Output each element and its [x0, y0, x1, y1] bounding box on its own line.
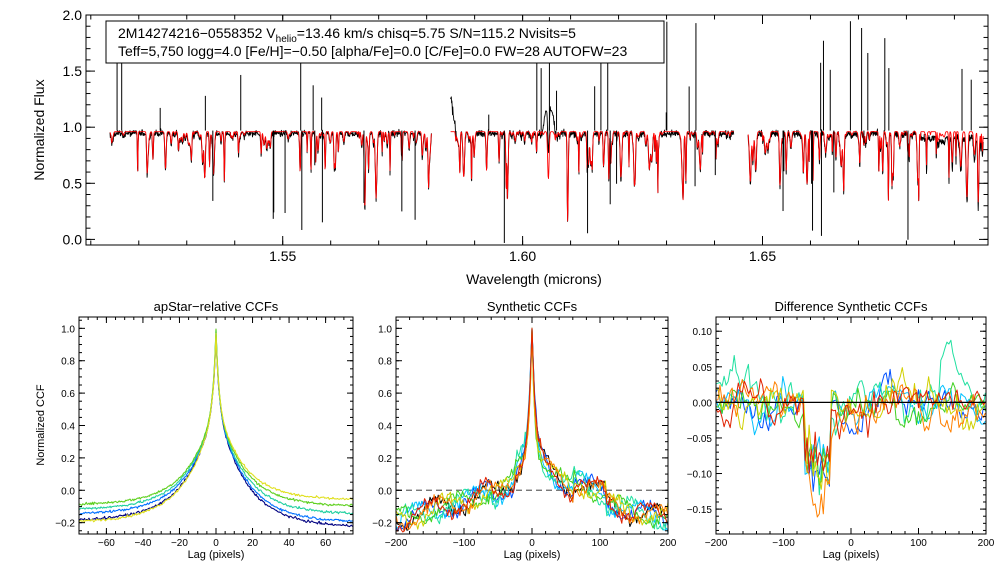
x-tick-label: −200 — [705, 538, 728, 549]
y-tick-label: 0.4 — [61, 422, 75, 433]
y-tick-label: −0.10 — [687, 470, 713, 481]
synthetic-ccf-series — [395, 327, 669, 533]
apstar-ccf-series — [78, 334, 354, 528]
x-tick-label: 0 — [848, 538, 854, 549]
x-tick-label: −100 — [772, 538, 795, 549]
synthetic-spectrum-line — [109, 131, 432, 206]
y-tick-label: 1.0 — [378, 324, 392, 335]
x-tick-label: 1.55 — [269, 248, 296, 264]
y-tick-label: 0.10 — [693, 327, 713, 338]
synthetic-ccf-xlabel: Lag (pixels) — [504, 549, 561, 561]
y-tick-label: 0.8 — [61, 357, 75, 368]
y-tick-label: 1.5 — [63, 63, 83, 79]
x-tick-label: 60 — [320, 538, 332, 549]
difference-ccf-lines — [715, 339, 986, 518]
apstar-ccf-ylabel: Normalized CCF — [35, 384, 47, 466]
y-tick-label: 0.00 — [693, 398, 713, 409]
apstar-ccf-panel: −60 −40 −20 0 20 40 60 −0.2 0.0 0.2 0.4 0.6 0.8 1.0 a… — [35, 299, 354, 561]
x-tick-label: 1.65 — [749, 248, 776, 264]
y-tick-label: 0.0 — [61, 486, 75, 497]
difference-ccf-ticks: −200 −100 0 100 200 −0.15 −0.10 −0.05 0.00 0.05 0.… — [687, 316, 995, 549]
y-tick-label: 0.05 — [693, 363, 713, 374]
y-tick-label: −0.05 — [687, 434, 713, 445]
x-tick-label: −40 — [134, 538, 151, 549]
x-tick-label: 100 — [910, 538, 927, 549]
y-tick-label: 2.0 — [63, 7, 83, 23]
y-tick-label: 0.6 — [378, 389, 392, 400]
x-tick-label: 20 — [247, 538, 259, 549]
y-tick-label: −0.2 — [55, 519, 75, 530]
apstar-ccf-lines — [78, 328, 354, 528]
x-tick-label: −20 — [171, 538, 188, 549]
y-tick-label: 0.2 — [61, 454, 75, 465]
synthetic-spectrum-line — [747, 131, 984, 203]
spectrum-panel: 1.55 1.60 1.65 0.0 0.5 1.0 1.5 2.0 2M14274216−0… — [31, 7, 989, 287]
x-tick-label: 100 — [592, 538, 609, 549]
apstar-ccf-series — [78, 328, 354, 507]
y-tick-label: 1.0 — [63, 119, 83, 135]
difference-ccf-series — [715, 379, 986, 518]
x-tick-label: 1.60 — [509, 248, 536, 264]
star-info-line-2: Teff=5,750 logg=4.0 [Fe/H]=−0.50 [alpha/… — [118, 43, 627, 59]
star-info-line-1: 2M14274216−0558352 Vhelio=13.46 km/s chi… — [118, 25, 576, 45]
y-tick-label: 0.2 — [378, 454, 392, 465]
star-info-box — [105, 20, 665, 64]
y-tick-label: 0.0 — [378, 486, 392, 497]
apstar-ccf-title: apStar−relative CCFs — [154, 299, 279, 314]
difference-ccf-series — [715, 339, 986, 496]
difference-ccf-xlabel: Lag (pixels) — [823, 549, 880, 561]
synthetic-spectrum-line — [450, 131, 734, 222]
apstar-ccf-xlabel: Lag (pixels) — [188, 549, 245, 561]
difference-ccf-series — [715, 378, 986, 473]
x-tick-label: 40 — [284, 538, 296, 549]
y-tick-label: 1.0 — [61, 324, 75, 335]
spectrum-lines — [109, 17, 984, 243]
x-tick-label: −60 — [98, 538, 115, 549]
y-tick-label: 0.4 — [378, 422, 392, 433]
y-tick-label: −0.15 — [687, 505, 713, 516]
spectrum-xlabel: Wavelength (microns) — [466, 271, 602, 287]
x-tick-label: 200 — [660, 538, 677, 549]
apstar-ccf-series — [78, 332, 354, 523]
synthetic-ccf-title: Synthetic CCFs — [487, 299, 578, 314]
spectrum-ticks: 1.55 1.60 1.65 0.0 0.5 1.0 1.5 2.0 — [63, 7, 988, 264]
synthetic-ccf-panel: −200 −100 0 100 200 −0.2 0.0 0.2 0.4 0.6 0.8 1.0 Sy… — [372, 299, 677, 561]
spectrum-ylabel: Normalized Flux — [31, 79, 47, 180]
x-tick-label: −200 — [385, 538, 408, 549]
apstar-ccf-ticks: −60 −40 −20 0 20 40 60 −0.2 0.0 0.2 0.4 0.6 0.8 1.0 — [55, 317, 354, 549]
y-tick-label: 0.0 — [63, 231, 83, 247]
x-tick-label: −100 — [453, 538, 476, 549]
spectrum-plot-frame — [85, 14, 989, 246]
y-tick-label: 0.8 — [378, 357, 392, 368]
y-tick-label: 0.6 — [61, 389, 75, 400]
difference-ccf-title: Difference Synthetic CCFs — [775, 299, 928, 314]
synthetic-ccf-ticks: −200 −100 0 100 200 −0.2 0.0 0.2 0.4 0.6 0.8 1.0 — [372, 317, 677, 549]
x-tick-label: 0 — [529, 538, 535, 549]
x-tick-label: 0 — [213, 538, 219, 549]
difference-ccf-series — [715, 368, 986, 492]
y-tick-label: 0.5 — [63, 175, 83, 191]
difference-ccf-panel: −200 −100 0 100 200 −0.15 −0.10 −0.05 0.00 0.05 0.… — [687, 299, 995, 561]
apstar-ccf-series — [78, 331, 353, 523]
y-tick-label: −0.2 — [372, 519, 392, 530]
apstar-ccf-series — [78, 329, 354, 515]
x-tick-label: 200 — [978, 538, 995, 549]
synthetic-ccf-lines — [395, 327, 669, 533]
